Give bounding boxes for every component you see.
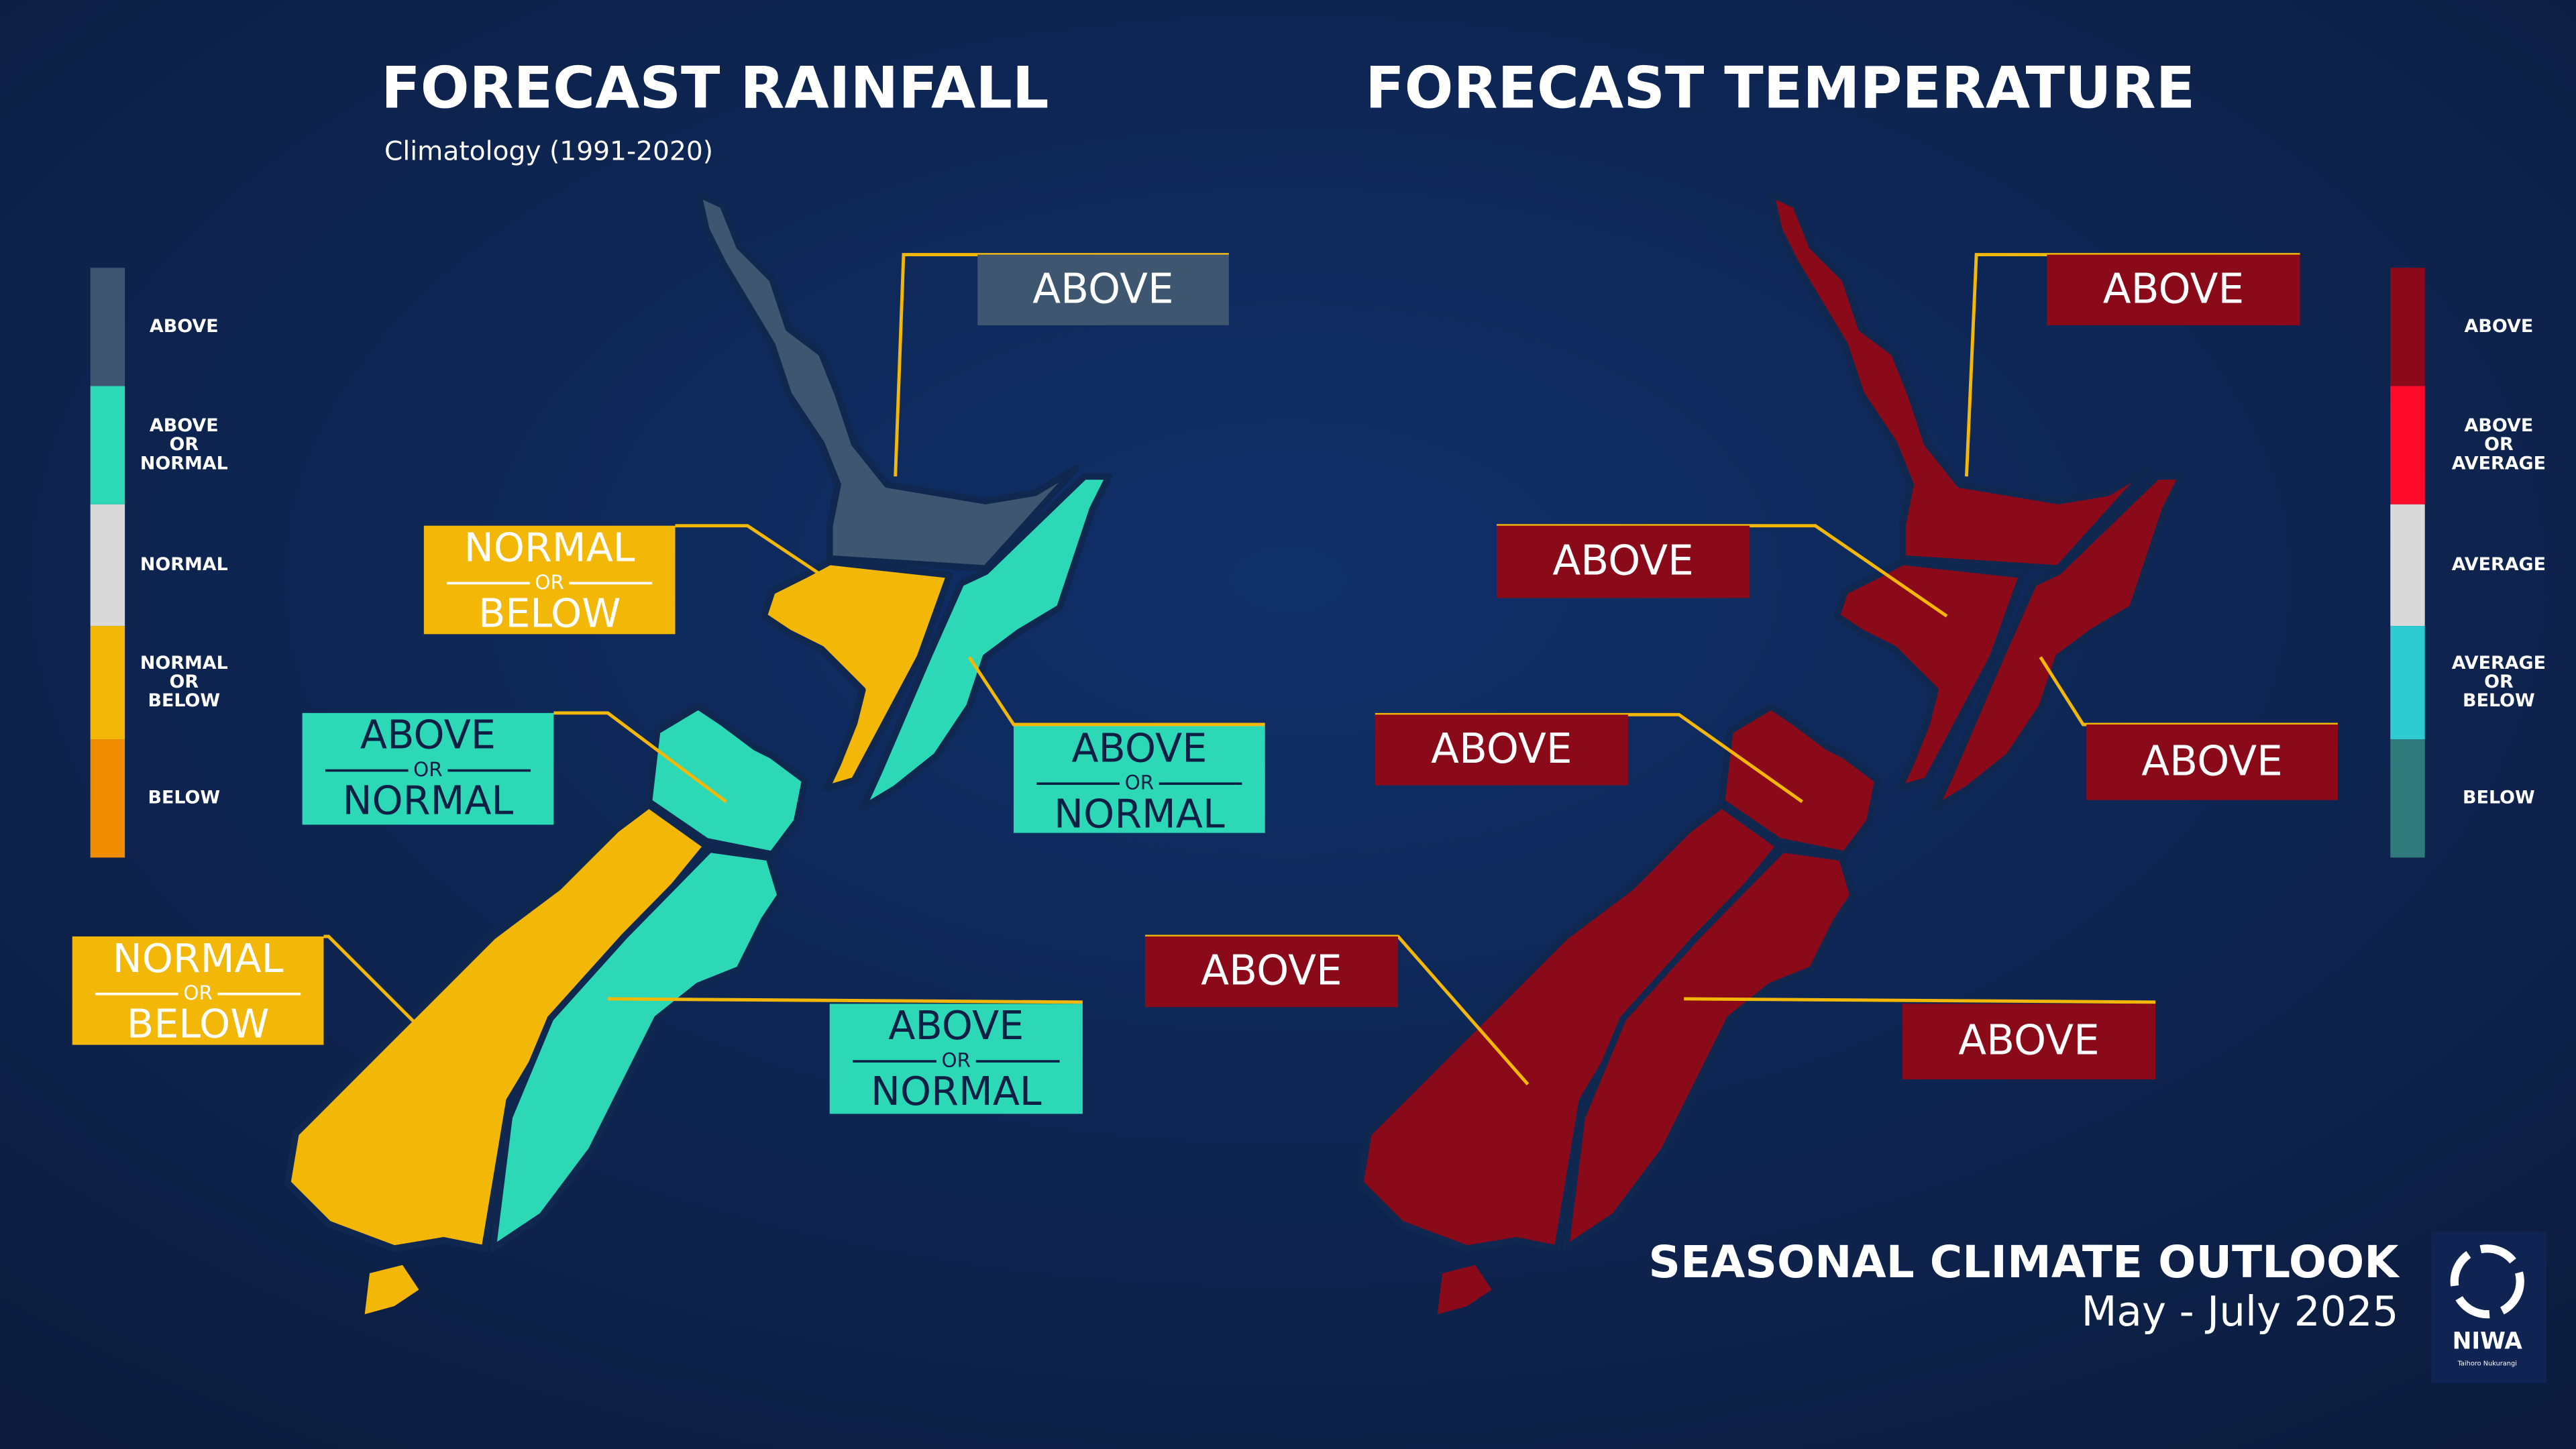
region-label-or: OR <box>942 1049 971 1072</box>
region-label: ABOVE <box>1032 265 1173 313</box>
region-label-or: OR <box>535 571 564 594</box>
legend-swatch <box>2390 626 2425 740</box>
legend-label: AVERAGE <box>2452 554 2546 575</box>
region-label-or: OR <box>1125 771 1155 794</box>
map-region <box>489 846 784 1252</box>
region-label: BELOW <box>478 590 621 636</box>
region-label: ABOVE <box>1958 1017 2099 1065</box>
temperature-title: FORECAST TEMPERATURE <box>1365 55 2195 122</box>
legend-label: BELOW <box>2463 690 2535 711</box>
legend-label: AVERAGE <box>2452 453 2546 474</box>
legend-label: BELOW <box>148 690 220 711</box>
map-region <box>645 703 808 858</box>
region-label-box <box>302 712 554 825</box>
legend-label: OR <box>169 434 199 455</box>
region-label: NORMAL <box>464 525 635 571</box>
legend-label: NORMAL <box>140 453 228 474</box>
legend-label: OR <box>2484 672 2514 692</box>
legend-swatch <box>2390 386 2425 504</box>
region-label-box <box>2047 254 2300 325</box>
region-label: BELOW <box>127 1001 269 1047</box>
legend-swatch <box>90 504 125 627</box>
legend-swatch <box>90 386 125 504</box>
region-label-or: OR <box>413 758 443 781</box>
region-label-or: OR <box>183 981 213 1004</box>
region-label-box <box>423 525 676 635</box>
legend-label: ABOVE <box>150 316 219 337</box>
map-region <box>1833 558 2026 792</box>
region-label-box <box>2086 724 2338 800</box>
region-label: ABOVE <box>1552 537 1693 585</box>
region-label: ABOVE <box>2141 737 2282 785</box>
leader-line <box>1684 997 2156 1004</box>
region-label: ABOVE <box>888 1002 1024 1049</box>
region-label-box <box>977 254 1229 325</box>
legend-label: OR <box>169 672 199 692</box>
legend-swatch <box>2390 268 2425 386</box>
logo-tagline: Taihoro Nukurangi <box>2457 1360 2517 1368</box>
footer-subtitle: May - July 2025 <box>2082 1288 2399 1336</box>
region-label: ABOVE <box>1431 725 1572 773</box>
logo-name: NIWA <box>2453 1328 2523 1354</box>
map-island <box>1437 1265 1492 1315</box>
legend-label: BELOW <box>148 788 220 808</box>
leader-line <box>608 997 1083 1004</box>
map-region <box>760 558 953 792</box>
region-label: NORMAL <box>871 1068 1042 1114</box>
region-label-box <box>1014 726 1265 833</box>
region-label-box <box>72 936 324 1045</box>
legend-label: ABOVE <box>2465 316 2534 337</box>
legend-label: OR <box>2484 434 2514 455</box>
map-region <box>1718 703 1882 858</box>
leader-line <box>675 524 872 610</box>
map-island <box>364 1265 419 1315</box>
region-label-box <box>1902 1004 2156 1079</box>
legend-swatch <box>90 739 125 858</box>
region-label: NORMAL <box>343 777 514 824</box>
region-label: NORMAL <box>113 935 284 981</box>
legend-swatch <box>2390 504 2425 627</box>
logo-mark <box>2450 1244 2524 1319</box>
footer-title: SEASONAL CLIMATE OUTLOOK <box>1648 1236 2400 1288</box>
legend-label: BELOW <box>2463 788 2535 808</box>
legend-label: ABOVE <box>150 415 219 436</box>
region-label-box <box>829 1004 1083 1114</box>
legend-swatch <box>2390 739 2425 858</box>
map-region <box>859 473 1112 812</box>
region-label: NORMAL <box>1054 790 1225 837</box>
map-region <box>1932 473 2186 812</box>
map-region <box>694 191 1079 572</box>
region-label-box <box>1497 525 1750 598</box>
region-label: ABOVE <box>1071 724 1207 771</box>
legend-swatch <box>90 268 125 386</box>
logo-box <box>2431 1232 2546 1384</box>
region-label-box <box>1375 714 1628 786</box>
region-label: ABOVE <box>360 712 496 758</box>
map-region <box>1768 191 2153 572</box>
leader-line <box>967 656 1265 727</box>
region-label: ABOVE <box>2103 265 2244 313</box>
rainfall-title: FORECAST RAINFALL <box>381 55 1049 122</box>
legend-label: AVERAGE <box>2452 653 2546 674</box>
map-region <box>1562 846 1857 1252</box>
legend-swatch <box>90 626 125 740</box>
leader-line <box>553 711 727 804</box>
legend-label: NORMAL <box>140 653 228 674</box>
rainfall-subtitle: Climatology (1991-2020) <box>384 136 713 166</box>
region-label: ABOVE <box>1201 947 1342 995</box>
region-label-box <box>1144 936 1399 1008</box>
legend-label: NORMAL <box>140 554 228 575</box>
leader-line <box>323 934 421 1028</box>
legend-label: ABOVE <box>2465 415 2534 436</box>
